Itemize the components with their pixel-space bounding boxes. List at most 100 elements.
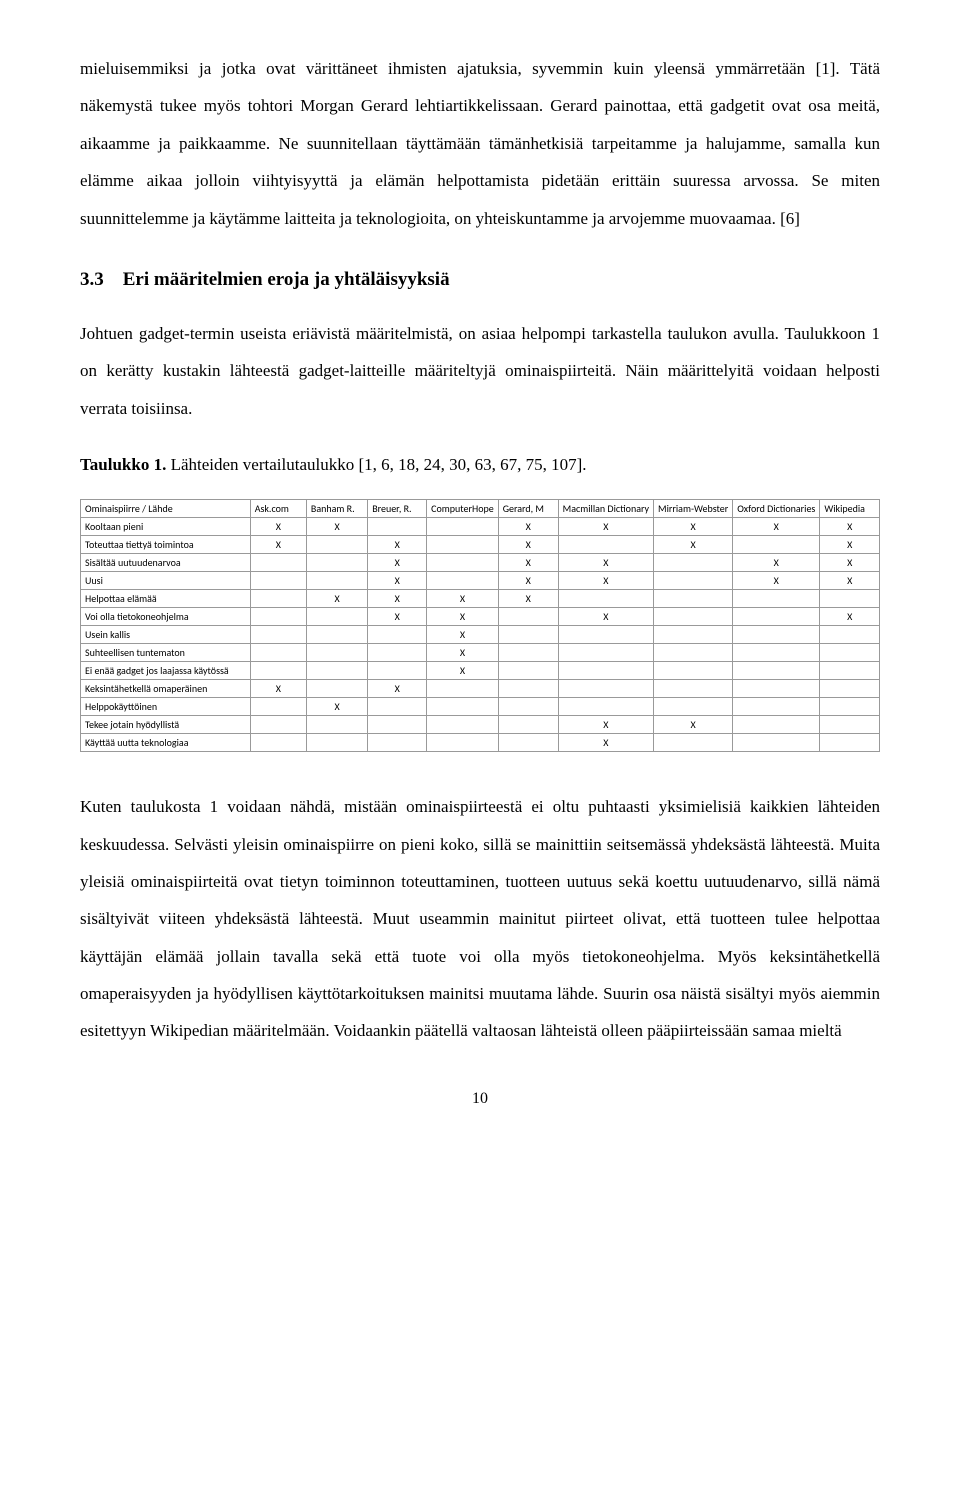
row-label: Sisältää uutuudenarvoa xyxy=(81,554,251,572)
mark-cell: X xyxy=(427,590,499,608)
mark-cell xyxy=(250,644,306,662)
row-label: Helppokäyttöinen xyxy=(81,698,251,716)
mark-cell: X xyxy=(498,536,558,554)
table-row: HelppokäyttöinenX xyxy=(81,698,880,716)
mark-cell: X xyxy=(427,626,499,644)
mark-cell xyxy=(820,734,880,752)
mark-cell xyxy=(250,590,306,608)
mark-cell xyxy=(733,644,820,662)
mark-cell xyxy=(368,626,427,644)
mark-cell xyxy=(368,698,427,716)
mark-cell xyxy=(250,554,306,572)
mark-cell xyxy=(250,608,306,626)
row-label: Helpottaa elämää xyxy=(81,590,251,608)
table-row: Tekee jotain hyödyllistäXX xyxy=(81,716,880,734)
table-column-header: ComputerHope xyxy=(427,500,499,518)
row-label: Usein kallis xyxy=(81,626,251,644)
table-row: Keksintähetkellä omaperäinenXX xyxy=(81,680,880,698)
mark-cell xyxy=(654,644,733,662)
mark-cell: X xyxy=(654,518,733,536)
table-caption: Taulukko 1. Lähteiden vertailutaulukko [… xyxy=(80,455,880,475)
table-caption-text: Lähteiden vertailutaulukko [1, 6, 18, 24… xyxy=(166,455,586,474)
mark-cell xyxy=(498,698,558,716)
row-label: Käyttää uutta teknologiaa xyxy=(81,734,251,752)
mark-cell: X xyxy=(368,536,427,554)
mark-cell xyxy=(820,698,880,716)
mark-cell xyxy=(368,518,427,536)
mark-cell xyxy=(306,680,367,698)
mark-cell: X xyxy=(733,518,820,536)
mark-cell xyxy=(733,698,820,716)
mark-cell xyxy=(558,536,653,554)
mark-cell xyxy=(250,698,306,716)
row-label: Voi olla tietokoneohjelma xyxy=(81,608,251,626)
mark-cell: X xyxy=(250,680,306,698)
row-label: Uusi xyxy=(81,572,251,590)
mark-cell xyxy=(250,716,306,734)
mark-cell xyxy=(427,536,499,554)
mark-cell: X xyxy=(558,518,653,536)
mark-cell xyxy=(427,734,499,752)
mark-cell xyxy=(306,644,367,662)
table-row: Kooltaan pieniXXXXXXX xyxy=(81,518,880,536)
row-label: Toteuttaa tiettyä toimintoa xyxy=(81,536,251,554)
mark-cell xyxy=(498,608,558,626)
comparison-table: Ominaispiirre / Lähde Ask.comBanham R.Br… xyxy=(80,499,880,752)
mark-cell: X xyxy=(820,554,880,572)
table-row: Käyttää uutta teknologiaaX xyxy=(81,734,880,752)
mark-cell: X xyxy=(306,518,367,536)
table-row: Toteuttaa tiettyä toimintoaXXXXX xyxy=(81,536,880,554)
mark-cell: X xyxy=(498,554,558,572)
section-heading: 3.3 Eri määritelmien eroja ja yhtäläisyy… xyxy=(80,269,880,291)
mark-cell xyxy=(820,716,880,734)
mark-cell xyxy=(498,626,558,644)
mark-cell xyxy=(733,716,820,734)
mark-cell: X xyxy=(427,644,499,662)
mark-cell xyxy=(250,734,306,752)
mark-cell: X xyxy=(820,572,880,590)
mark-cell xyxy=(427,698,499,716)
mark-cell xyxy=(427,518,499,536)
mark-cell: X xyxy=(250,518,306,536)
mark-cell: X xyxy=(368,608,427,626)
mark-cell xyxy=(427,572,499,590)
mark-cell xyxy=(306,716,367,734)
table-head: Ominaispiirre / Lähde Ask.comBanham R.Br… xyxy=(81,500,880,518)
table-row: Usein kallis X xyxy=(81,626,880,644)
table-row: Voi olla tietokoneohjelmaXXXX xyxy=(81,608,880,626)
mark-cell xyxy=(558,626,653,644)
mark-cell: X xyxy=(654,536,733,554)
mark-cell xyxy=(306,626,367,644)
table-header-row: Ominaispiirre / Lähde Ask.comBanham R.Br… xyxy=(81,500,880,518)
mark-cell xyxy=(654,572,733,590)
row-label: Kooltaan pieni xyxy=(81,518,251,536)
mark-cell xyxy=(368,662,427,680)
mark-cell xyxy=(498,644,558,662)
mark-cell xyxy=(820,644,880,662)
mark-cell: X xyxy=(368,554,427,572)
mark-cell xyxy=(250,662,306,680)
table-column-header: Gerard, M xyxy=(498,500,558,518)
mark-cell xyxy=(654,590,733,608)
mark-cell: X xyxy=(733,554,820,572)
table-column-header: Macmillan Dictionary xyxy=(558,500,653,518)
mark-cell xyxy=(654,608,733,626)
mark-cell xyxy=(733,608,820,626)
table-body: Kooltaan pieniXXXXXXXToteuttaa tiettyä t… xyxy=(81,518,880,752)
mark-cell xyxy=(250,626,306,644)
mark-cell xyxy=(733,536,820,554)
mark-cell xyxy=(733,626,820,644)
mark-cell xyxy=(306,572,367,590)
mark-cell: X xyxy=(558,554,653,572)
mark-cell xyxy=(306,554,367,572)
mark-cell xyxy=(558,680,653,698)
mark-cell: X xyxy=(427,608,499,626)
mark-cell xyxy=(368,716,427,734)
table-row: Suhteellisen tuntematonX xyxy=(81,644,880,662)
table-row: Ei enää gadget jos laajassa käytössäX xyxy=(81,662,880,680)
row-label: Tekee jotain hyödyllistä xyxy=(81,716,251,734)
paragraph-2: Johtuen gadget-termin useista eriävistä … xyxy=(80,315,880,427)
row-label: Keksintähetkellä omaperäinen xyxy=(81,680,251,698)
table-column-header: Banham R. xyxy=(306,500,367,518)
mark-cell xyxy=(368,734,427,752)
